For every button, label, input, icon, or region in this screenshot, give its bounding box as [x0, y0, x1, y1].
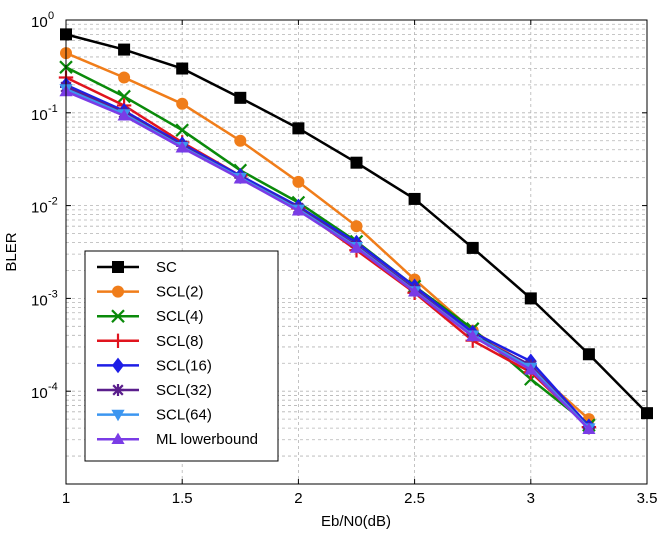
legend-item: SC — [97, 259, 177, 276]
marker-square — [466, 241, 479, 254]
legend-item: SCL(64) — [97, 407, 212, 424]
marker-square — [350, 156, 363, 169]
legend-item: ML lowerbound — [97, 431, 258, 448]
marker-x — [111, 309, 125, 323]
plot-frame — [65, 19, 648, 485]
marker-diamond — [112, 357, 124, 374]
y-tick-label-exponent: -2 — [48, 196, 58, 208]
marker-triangle-up — [349, 241, 364, 253]
marker-circle — [118, 71, 131, 84]
y-tick-label-base: 10 — [31, 14, 48, 31]
marker-x — [117, 89, 131, 104]
marker-triangle-up — [466, 329, 480, 342]
marker-triangle-down — [111, 409, 125, 422]
marker-circle — [112, 285, 124, 298]
marker-circle — [350, 220, 363, 233]
marker-square — [292, 122, 305, 135]
marker-triangle-up — [408, 285, 422, 297]
marker-triangle-up — [117, 109, 131, 121]
legend-label: SCL(8) — [156, 333, 204, 350]
legend-item: SCL(2) — [97, 284, 204, 301]
marker-triangle-up — [582, 422, 596, 434]
x-tick-label: 1 — [62, 490, 70, 507]
x-tick-label: 1.5 — [172, 490, 193, 507]
x-tick-label: 2 — [294, 490, 302, 507]
marker-square — [112, 261, 124, 273]
legend-label: SCL(4) — [156, 308, 204, 325]
y-tick-label-exponent: -3 — [48, 288, 58, 300]
x-axis-label: Eb/N0(dB) — [321, 513, 391, 530]
marker-triangle-up — [291, 204, 305, 216]
legend-item: SCL(32) — [97, 382, 212, 399]
marker-triangle-up — [233, 172, 247, 184]
marker-square — [582, 348, 595, 361]
marker-asterisk — [112, 384, 124, 396]
legend: SC SCL(2) SCL(4) SCL(8) SCL(16) SCL(32) SCL(64… — [84, 250, 279, 462]
y-tick-label-base: 10 — [31, 107, 48, 124]
marker-square — [118, 43, 131, 56]
legend-label: SCL(2) — [156, 284, 204, 301]
series-ml-lowerbound — [59, 84, 596, 434]
marker-circle — [234, 134, 247, 147]
marker-triangle-up — [111, 432, 125, 444]
marker-triangle-up — [175, 141, 189, 153]
legend-item: SCL(8) — [97, 333, 204, 350]
x-tick-label: 2.5 — [404, 490, 425, 507]
x-tick-label: 3.5 — [637, 490, 658, 507]
marker-square — [524, 292, 537, 305]
marker-square — [176, 62, 189, 75]
y-tick-label-base: 10 — [31, 385, 48, 402]
series-line — [65, 90, 590, 431]
series-group — [58, 28, 653, 435]
legend-label: SCL(32) — [156, 382, 212, 399]
x-tick-label: 3 — [527, 490, 535, 507]
marker-square — [408, 192, 421, 205]
y-tick-label-exponent: 0 — [48, 10, 54, 22]
y-tick-label-exponent: -1 — [48, 103, 58, 115]
legend-label: ML lowerbound — [156, 431, 258, 448]
legend-label: SC — [156, 259, 177, 276]
y-tick-label-base: 10 — [31, 292, 48, 309]
y-axis-label: BLER — [3, 232, 20, 271]
legend-box — [84, 250, 279, 462]
marker-triangle-up — [524, 363, 538, 375]
marker-x — [175, 123, 189, 137]
series-line — [65, 83, 590, 427]
y-tick-label-exponent: -4 — [48, 381, 58, 393]
marker-plus — [110, 333, 126, 348]
marker-circle — [176, 97, 189, 110]
legend-label: SCL(64) — [156, 407, 212, 424]
y-tick-label-base: 10 — [31, 200, 48, 217]
legend-item: SCL(4) — [97, 308, 204, 325]
legend-item: SCL(16) — [97, 357, 212, 374]
marker-circle — [292, 175, 305, 188]
marker-square — [234, 91, 247, 104]
legend-label: SCL(16) — [156, 357, 212, 374]
